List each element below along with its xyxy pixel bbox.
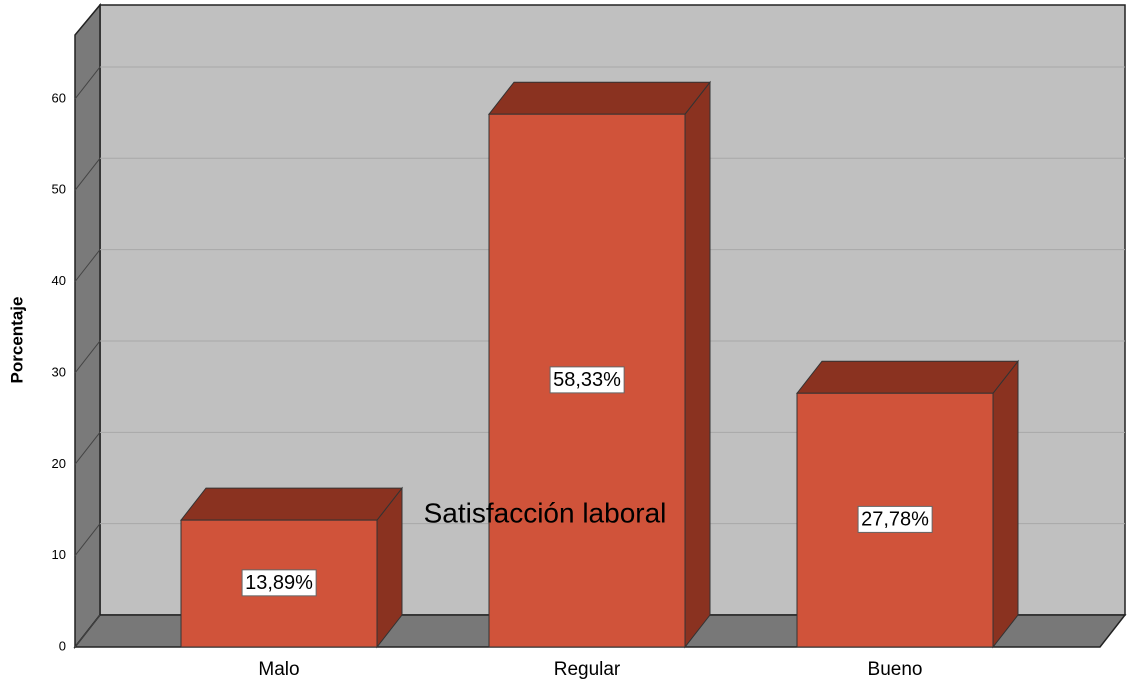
tick-mark	[74, 523, 101, 556]
x-tick-label: Bueno	[868, 659, 923, 680]
value-label-box	[857, 505, 933, 533]
tick-mark	[74, 432, 101, 465]
value-label: 13,89%	[245, 572, 313, 594]
y-tick-label: 10	[52, 547, 66, 562]
bar-side	[684, 80, 711, 649]
y-tick-label: 50	[52, 182, 66, 197]
bar: 58,33%	[487, 80, 712, 649]
tick-mark	[74, 66, 101, 100]
tick-mark	[74, 157, 101, 191]
bar-top	[487, 81, 712, 115]
value-label: 27,78%	[861, 508, 929, 530]
y-tick-label: 0	[59, 638, 66, 653]
x-tick-label: Malo	[258, 659, 299, 680]
bar-front	[180, 519, 378, 648]
tick-mark	[74, 249, 101, 282]
y-tick-label: 60	[52, 90, 66, 105]
tick-mark	[74, 340, 101, 374]
chart-title: Satisfacción laboral	[424, 497, 667, 528]
y-tick-label: 30	[52, 364, 66, 379]
x-tick-label: Regular	[554, 659, 621, 680]
bar-top	[795, 360, 1020, 394]
bar-side	[992, 359, 1019, 649]
bar-top	[179, 487, 404, 521]
y-tick-label: 20	[52, 456, 66, 471]
bars: 13,89% 58,33% 27,78%	[179, 80, 1020, 649]
bar: 13,89%	[179, 486, 404, 649]
bar: 27,78%	[795, 359, 1020, 649]
tick-mark	[74, 614, 101, 648]
value-label: 58,33%	[553, 369, 621, 391]
y-tick-label: 40	[52, 273, 66, 288]
value-label-box	[549, 366, 625, 394]
value-label-box	[241, 569, 317, 597]
y-axis-label: Porcentaje	[7, 297, 26, 384]
